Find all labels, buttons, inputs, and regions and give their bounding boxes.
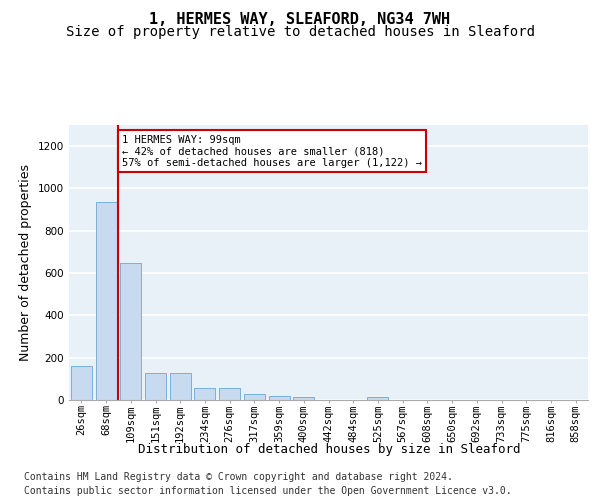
Text: Size of property relative to detached houses in Sleaford: Size of property relative to detached ho… — [65, 25, 535, 39]
Text: 1, HERMES WAY, SLEAFORD, NG34 7WH: 1, HERMES WAY, SLEAFORD, NG34 7WH — [149, 12, 451, 28]
Text: Contains public sector information licensed under the Open Government Licence v3: Contains public sector information licen… — [24, 486, 512, 496]
Bar — [367, 398, 388, 400]
Text: Distribution of detached houses by size in Sleaford: Distribution of detached houses by size … — [137, 442, 520, 456]
Bar — [170, 373, 191, 400]
Bar — [194, 388, 215, 400]
Y-axis label: Number of detached properties: Number of detached properties — [19, 164, 32, 361]
Bar — [145, 372, 166, 400]
Text: Contains HM Land Registry data © Crown copyright and database right 2024.: Contains HM Land Registry data © Crown c… — [24, 472, 453, 482]
Bar — [293, 398, 314, 400]
Bar — [219, 388, 240, 400]
Bar — [269, 396, 290, 400]
Bar — [120, 263, 141, 400]
Bar — [71, 366, 92, 400]
Bar — [244, 394, 265, 400]
Text: 1 HERMES WAY: 99sqm
← 42% of detached houses are smaller (818)
57% of semi-detac: 1 HERMES WAY: 99sqm ← 42% of detached ho… — [122, 134, 422, 168]
Bar — [95, 202, 116, 400]
